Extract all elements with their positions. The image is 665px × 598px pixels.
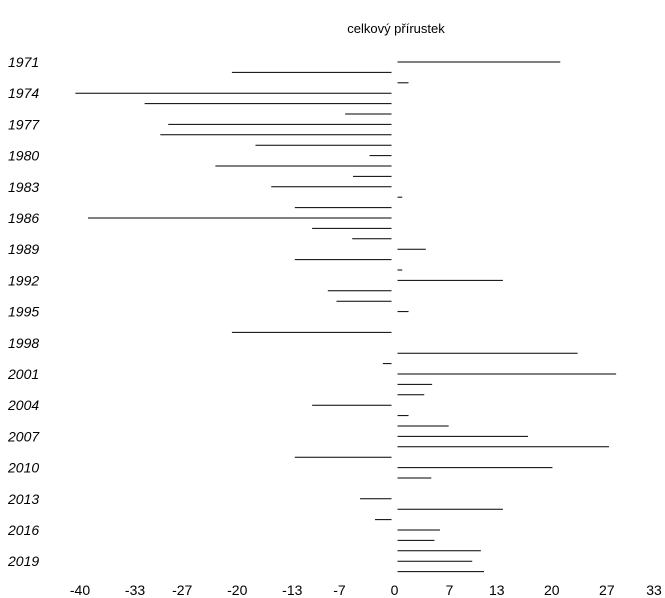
y-tick-label: 2007 [7,428,40,444]
y-tick-label: 1995 [8,304,39,320]
chart-title: celkový přírustek [347,21,445,36]
y-tick-label: 2016 [7,522,39,538]
bars-group [75,61,617,573]
x-tick-label: -20 [227,582,247,598]
y-tick-label: 2001 [7,366,39,382]
x-tick-label: 0 [391,582,399,598]
y-tick-label: 1983 [8,179,39,195]
y-tick-label: 1980 [8,148,39,164]
y-tick-label: 1977 [8,116,40,132]
y-tick-label: 2004 [7,397,39,413]
x-tick-label: 20 [544,582,560,598]
x-tick-label: 27 [599,582,615,598]
y-tick-label: 2013 [7,491,39,507]
y-tick-label: 1992 [8,272,39,288]
x-tick-label: 13 [489,582,505,598]
x-tick-label: -33 [125,582,145,598]
y-tick-label: 1974 [8,85,39,101]
y-tick-label: 1998 [8,335,39,351]
y-tick-label: 1989 [8,241,39,257]
x-tick-label: 33 [646,582,662,598]
x-tick-label: -40 [70,582,90,598]
y-tick-label: 2010 [7,460,39,476]
x-tick-labels: -40 -33 -27 -20 -13 -7 0 7 13 20 27 33 [70,582,662,598]
y-tick-label: 2019 [7,553,39,569]
x-tick-label: -27 [172,582,192,598]
x-tick-label: -13 [282,582,302,598]
y-tick-labels: 1971 1974 1977 1980 1983 1986 1989 1992 1995 1998… [7,54,40,569]
x-tick-label: -7 [333,582,346,598]
y-tick-label: 1986 [8,210,39,226]
y-tick-label: 1971 [8,54,39,70]
x-tick-label: 7 [446,582,454,598]
